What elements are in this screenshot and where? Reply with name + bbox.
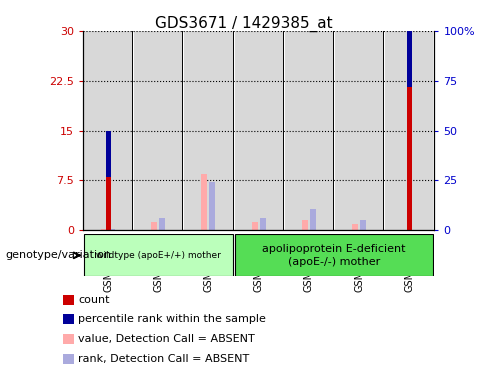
Text: value, Detection Call = ABSENT: value, Detection Call = ABSENT xyxy=(78,334,255,344)
Text: wildtype (apoE+/+) mother: wildtype (apoE+/+) mother xyxy=(96,251,221,260)
Bar xyxy=(235,31,283,230)
Bar xyxy=(209,182,216,230)
Bar xyxy=(101,229,107,230)
Bar xyxy=(105,177,111,230)
Text: percentile rank within the sample: percentile rank within the sample xyxy=(78,314,266,324)
Bar xyxy=(159,218,165,230)
Bar xyxy=(407,87,412,230)
Bar xyxy=(352,224,358,230)
Bar xyxy=(385,31,433,230)
Bar xyxy=(360,220,366,230)
Text: GDS3671 / 1429385_at: GDS3671 / 1429385_at xyxy=(155,15,333,31)
Bar xyxy=(235,234,433,276)
Bar xyxy=(310,209,316,230)
Bar xyxy=(260,218,265,230)
Text: genotype/variation: genotype/variation xyxy=(5,250,111,260)
Bar xyxy=(202,174,207,230)
Bar xyxy=(84,234,233,276)
Text: rank, Detection Call = ABSENT: rank, Detection Call = ABSENT xyxy=(78,354,249,364)
Bar xyxy=(109,229,115,230)
Bar xyxy=(252,222,258,230)
Text: count: count xyxy=(78,295,110,305)
Bar xyxy=(335,31,383,230)
Bar xyxy=(184,31,233,230)
Text: apolipoprotein E-deficient
(apoE-/-) mother: apolipoprotein E-deficient (apoE-/-) mot… xyxy=(262,244,406,266)
Bar xyxy=(407,1,412,87)
Bar xyxy=(84,31,132,230)
Bar xyxy=(151,222,157,230)
Bar xyxy=(285,31,333,230)
Bar xyxy=(302,220,308,230)
Bar xyxy=(134,31,183,230)
Bar xyxy=(105,131,111,177)
